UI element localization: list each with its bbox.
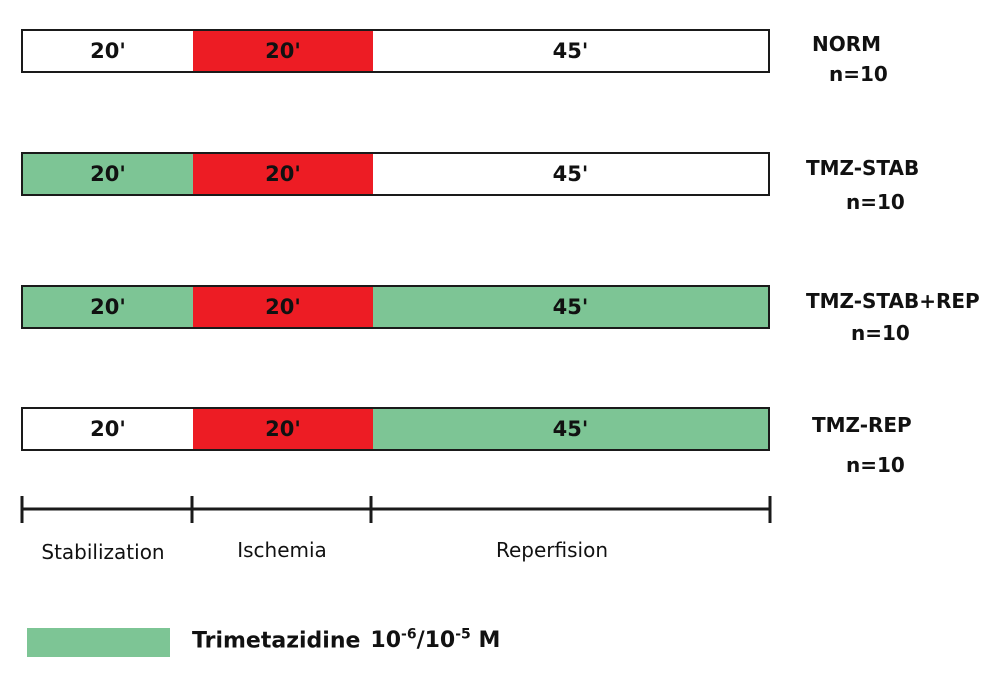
group-label-tmz-stab-rep: TMZ-STAB+REP (806, 289, 980, 313)
segment-reperfusion: 45' (373, 154, 768, 194)
phase-label-reperfusion: Reperfision (495, 538, 609, 562)
segment-ischemia: 20' (193, 287, 373, 327)
group-label-tmz-rep: TMZ-REP (812, 413, 912, 437)
legend-drug-name: Trimetazidine (192, 628, 361, 654)
legend-conc-base: 10 (370, 628, 402, 654)
group-label-tmz-stab: TMZ-STAB (806, 156, 920, 180)
segment-reperfusion: 45' (373, 31, 768, 71)
segment-reperfusion: 45' (373, 409, 768, 449)
legend-conc-exp2: -5 (455, 627, 471, 643)
segment-stabilization: 20' (23, 154, 193, 194)
group-n-tmz-rep: n=10 (846, 453, 905, 477)
segment-reperfusion: 45' (373, 287, 768, 327)
segment-stabilization: 20' (23, 31, 193, 71)
legend-concentration: 10-6/10-5 M (370, 627, 501, 654)
legend-conc-unit: M (470, 628, 501, 654)
group-n-tmz-stab: n=10 (846, 190, 905, 214)
protocol-bar-tmz-stab: 20' 20' 45' (21, 152, 770, 196)
legend-swatch-trimetazidine (27, 628, 170, 657)
segment-ischemia: 20' (193, 31, 373, 71)
segment-stabilization: 20' (23, 287, 193, 327)
group-n-norm: n=10 (829, 62, 888, 86)
group-label-norm: NORM (812, 32, 882, 56)
group-n-tmz-stab-rep: n=10 (851, 321, 910, 345)
segment-ischemia: 20' (193, 154, 373, 194)
protocol-bar-norm: 20' 20' 45' (21, 29, 770, 73)
legend-label: Trimetazidine 10-6/10-5 M (192, 627, 500, 653)
legend-conc-exp1: -6 (401, 627, 417, 643)
segment-ischemia: 20' (193, 409, 373, 449)
legend-conc-sep: /10 (416, 628, 456, 654)
protocol-bar-tmz-stab-rep: 20' 20' 45' (21, 285, 770, 329)
phase-label-ischemia: Ischemia (237, 538, 327, 562)
phase-label-stabilization: Stabilization (41, 540, 165, 564)
protocol-bar-tmz-rep: 20' 20' 45' (21, 407, 770, 451)
segment-stabilization: 20' (23, 409, 193, 449)
